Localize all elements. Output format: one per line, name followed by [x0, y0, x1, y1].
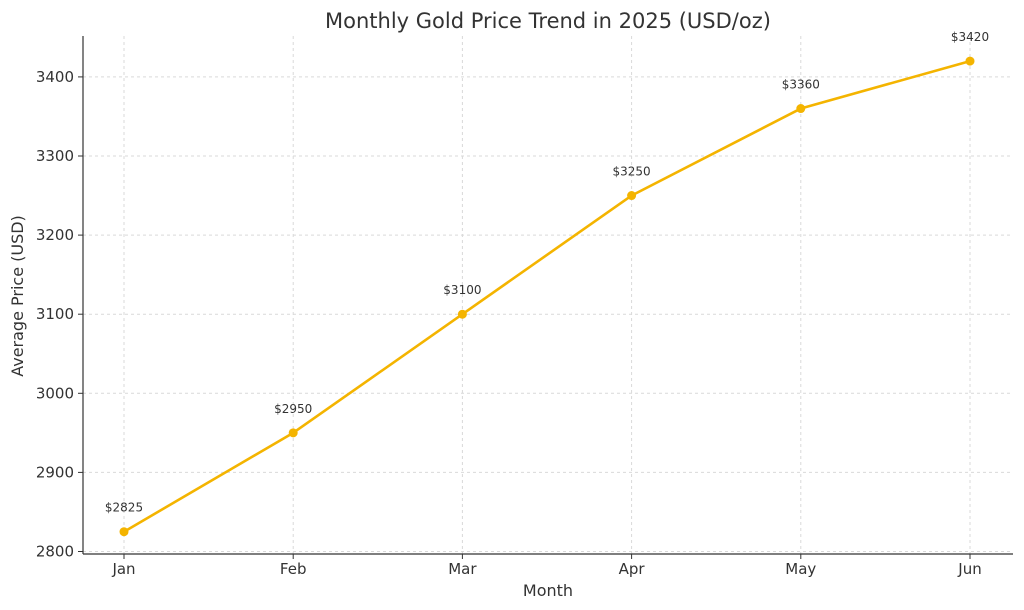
x-tick-label: Feb: [280, 560, 307, 578]
data-label: $2950: [274, 402, 312, 416]
y-tick-label: 3000: [36, 384, 74, 402]
x-tick-label: Mar: [448, 560, 477, 578]
x-tick-label: Jun: [957, 560, 981, 578]
x-axis-label: Month: [523, 581, 573, 600]
y-tick-label: 3400: [36, 68, 74, 86]
y-tick-label: 3200: [36, 226, 74, 244]
data-point: [627, 191, 637, 201]
y-tick-label: 2800: [36, 543, 74, 561]
data-label: $3250: [613, 165, 651, 179]
chart-title: Monthly Gold Price Trend in 2025 (USD/oz…: [325, 9, 771, 33]
data-point: [457, 309, 467, 319]
data-label: $2825: [105, 501, 143, 515]
data-point: [288, 428, 298, 438]
data-point: [119, 527, 129, 537]
x-tick-label: Jan: [111, 560, 135, 578]
data-point: [796, 104, 806, 114]
y-tick-label: 2900: [36, 463, 74, 481]
x-tick-label: Apr: [619, 560, 646, 578]
y-tick-label: 3300: [36, 147, 74, 165]
data-label: $3420: [951, 30, 989, 44]
x-tick-label: May: [785, 560, 816, 578]
series-line: [122, 59, 972, 534]
y-axis-label: Average Price (USD): [8, 215, 27, 377]
data-label: $3360: [782, 78, 820, 92]
grid: [83, 36, 1013, 554]
data-point: [965, 56, 975, 66]
data-labels: $2825 $2950 $3100 $3250 $3360 $3420: [105, 30, 989, 515]
data-label: $3100: [443, 283, 481, 297]
axes: [78, 36, 1013, 559]
y-tick-labels: 2800 2900 3000 3100 3200 3300 3400: [36, 68, 74, 561]
series: [119, 56, 975, 537]
y-tick-label: 3100: [36, 305, 74, 323]
x-tick-labels: Jan Feb Mar Apr May Jun: [111, 560, 981, 578]
